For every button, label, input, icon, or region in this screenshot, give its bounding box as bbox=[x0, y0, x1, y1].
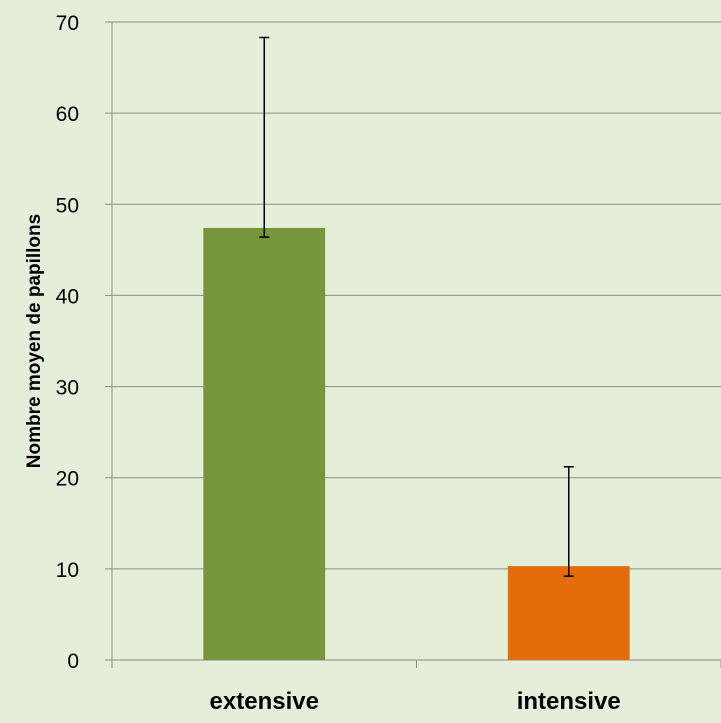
y-tick-label: 10 bbox=[56, 559, 79, 582]
y-tick-label: 0 bbox=[67, 650, 79, 673]
bars bbox=[203, 227, 630, 661]
y-tick-label: 70 bbox=[56, 12, 79, 35]
y-tick-label: 50 bbox=[56, 194, 79, 217]
bar-extensive bbox=[203, 227, 326, 661]
y-axis-ticks: 0 10 20 30 40 50 60 70 bbox=[56, 12, 112, 673]
y-tick-label: 40 bbox=[56, 285, 79, 308]
x-axis-labels: extensive intensive bbox=[210, 688, 621, 715]
error-bars bbox=[259, 36, 574, 577]
y-tick-label: 60 bbox=[56, 103, 79, 126]
bar-intensive bbox=[507, 566, 630, 660]
x-category-label: extensive bbox=[210, 688, 319, 715]
y-tick-label: 30 bbox=[56, 377, 79, 400]
y-tick-label: 20 bbox=[56, 468, 79, 491]
x-category-label: intensive bbox=[517, 688, 621, 715]
y-axis-title: Nombre moyen de papillons bbox=[24, 214, 45, 468]
